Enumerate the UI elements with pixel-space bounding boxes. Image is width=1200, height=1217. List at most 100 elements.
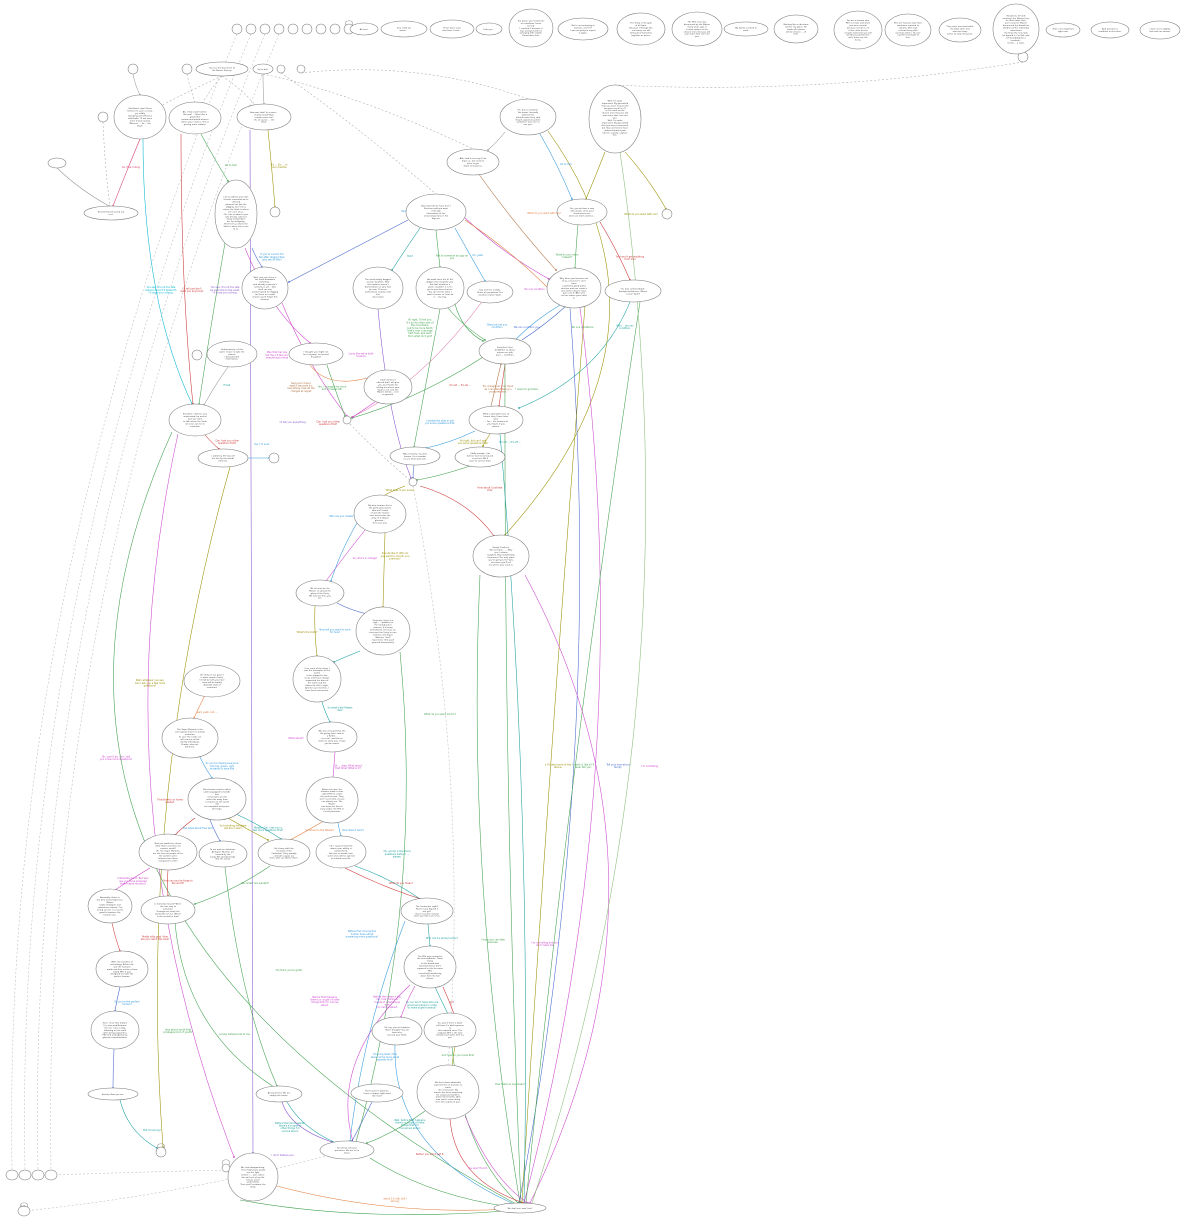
- graph-node: My karma is listed to work.: [723, 21, 769, 37]
- node-dialogue-text: the Unity in our goal, it is quite simple…: [199, 674, 225, 689]
- graph-node: Excited feared scared out rest.: [83, 205, 139, 221]
- edge-reply-label: So, who's in charge?: [353, 557, 378, 560]
- graph-node: We shall see, won't we?: [493, 1202, 547, 1214]
- dialogue-edge: [186, 73, 196, 103]
- node-dialogue-text: Presently, there is a sigh... ...problem …: [369, 619, 397, 644]
- node-dialogue-text: Yes, you do have a way with words, since …: [569, 208, 595, 217]
- graph-node: Before the war, the humans made a virus ca…: [305, 776, 359, 824]
- edge-reply-label: Pretty lofty goal. How will you reach thi…: [141, 935, 170, 941]
- edge-reply-label: Uh ... okay. What about that time? What i…: [334, 764, 362, 770]
- node-dialogue-text: The FEV virus was discovered by the Maste…: [684, 20, 711, 38]
- dialogue-edge: [349, 920, 406, 1142]
- node-dialogue-text: Excellent, I believe you understand, by a…: [183, 413, 208, 428]
- node-dialogue-text: Oh, this is excellent. You know, I actual…: [515, 108, 541, 126]
- graph-node: That's not important right now.: [1045, 22, 1081, 38]
- dialogue-edge: [482, 433, 491, 447]
- dialogue-edge: [454, 303, 484, 342]
- edge-reply-label: How does it work?: [342, 829, 365, 832]
- dialogue-edge: [332, 751, 336, 779]
- graph-state-circle: [31, 1169, 45, 1181]
- edge-reply-label: What do you want me for?: [424, 713, 456, 716]
- edge-reply-label: Yes, I changed my mind and I'll leave lef…: [318, 385, 347, 391]
- edge-reply-label: I'm sot ... it's all ...: [449, 384, 471, 387]
- node-dialogue-text: Ah, how disappointing. I'd so hoped you w…: [240, 1166, 266, 1189]
- edge-reply-label: We can condition you.: [514, 326, 541, 329]
- graph-node: The Super Mutants is the next advancement…: [161, 717, 219, 759]
- edge-reply-label: So you're the perfect human?: [114, 1000, 139, 1006]
- graph-node: Is honestly missed? We're the true way to…: [140, 895, 196, 925]
- dialogue-edge: [412, 464, 415, 479]
- node-dialogue-text: I thought you might not be it anyway, no …: [303, 350, 329, 358]
- graph-node: We have done admirable experiments on hum…: [416, 1064, 480, 1120]
- node-dialogue-text: Go ahead, ask your questions. We are in n…: [335, 1146, 360, 1154]
- dialogue-edge: [521, 305, 567, 341]
- dialogue-edge: [442, 986, 455, 1015]
- node-dialogue-text: We have done admirable experiments on hum…: [434, 1081, 463, 1104]
- graph-node: Residents: 97 (left missing), the Master …: [992, 3, 1040, 55]
- edge-arrowhead: [518, 407, 520, 409]
- self-loop-edge: [157, 1143, 165, 1150]
- edge-reply-label: Huh?: [407, 255, 414, 258]
- dialogue-edge: [142, 138, 193, 405]
- graph-node: I thought you might not be it anyway, no …: [288, 342, 344, 366]
- edge-reply-label: You won't fool it.: [468, 1167, 488, 1170]
- graph-node: I ask you ...: [475, 22, 503, 36]
- graph-node: Poor human mind is rather under-equipped …: [187, 777, 247, 821]
- dialogue-edge: [198, 242, 226, 405]
- edge-arrowhead: [352, 416, 354, 418]
- node-dialogue-text: Why certainly, my dear human. I'm a stand…: [403, 452, 427, 460]
- dialogue-edge: [585, 151, 606, 200]
- dialogue-edge: [333, 650, 361, 663]
- edge-arrowhead: [194, 903, 196, 905]
- graph-state-circle: [661, 208, 673, 220]
- dialogue-edge: [193, 694, 206, 719]
- graph-node: the Unity in our goal, it is quite simple…: [183, 664, 241, 698]
- edge-arrowhead: [366, 1142, 368, 1144]
- dialogue-edge: [451, 1046, 456, 1067]
- dialogue-edge: [267, 129, 276, 208]
- node-dialogue-text: Men are humans who have machines manned t…: [894, 21, 923, 39]
- edge-reply-label: Go to hell.: [560, 163, 573, 166]
- edge-reply-label: Not to someone as ugly as you: [436, 254, 469, 260]
- node-dialogue-text: So, you're there a Vault will have it's b…: [436, 1021, 465, 1039]
- node-dialogue-text: how into the orchids. Photo of you photos…: [477, 288, 503, 296]
- edge-reply-label: Before first moving this human have about…: [346, 930, 380, 938]
- dialogue-edge: [523, 307, 601, 1204]
- graph-state-circle: [155, 1146, 167, 1158]
- edge-reply-label: I wanted be able to ask you some question…: [425, 419, 455, 425]
- node-dialogue-text: How was that? In a more... chatty mood? H…: [250, 111, 278, 124]
- dialogue-edge: [599, 221, 631, 281]
- edge-reply-label: How can you be forge to the world?: [163, 879, 193, 885]
- dialogue-edge: [235, 813, 282, 840]
- graph-node: The Unity is the goal of all hope. Because…: [616, 12, 666, 46]
- node-dialogue-text: Excellent! Your delightful, to about, amus…: [495, 346, 516, 356]
- edge-reply-label: But what about free will?: [183, 827, 214, 830]
- edge-reply-label: So you won't have who are governed paired…: [406, 1001, 439, 1009]
- edge-reply-label: For a beginner your hand as I can stand b…: [483, 385, 514, 393]
- node-dialogue-text: Residents: 97 (left missing), the Master …: [1003, 14, 1030, 44]
- graph-state-circle: [269, 206, 281, 218]
- dialogue-edge: [56, 167, 110, 207]
- edge-reply-label: But it's wrong!: [143, 1129, 160, 1132]
- edge-reply-label: Lords like we're both covered.: [349, 352, 374, 358]
- dialogue-edge: [337, 822, 342, 837]
- dialogue-edge: [286, 1101, 337, 1144]
- edge-reply-label: What do you mean?: [389, 882, 414, 885]
- dialogue-edge: [351, 302, 482, 418]
- edge-reply-label: 333: [21, 1205, 26, 1208]
- graph-node: Ahh, had a nice nap? I do hope so...but n…: [446, 148, 500, 176]
- edge-reply-label: It's ... it's ... in your dreams: [271, 163, 288, 169]
- edge-reply-label: So you're making everyone into big, green…: [206, 762, 239, 770]
- node-dialogue-text: Assembly choice is the best mixed objecti…: [97, 896, 124, 916]
- edge-reply-label: I don't believe you.: [272, 1154, 295, 1157]
- graph-node: There weren't patients. I have a impact r…: [350, 1083, 404, 1103]
- graph-node: Going? I believe. We are back... ... Why y…: [472, 534, 530, 578]
- edge-reply-label: Before this mean a big list, how there's …: [373, 995, 401, 1009]
- edge-reply-label: Before that happens, there's a couple of …: [310, 996, 339, 1007]
- dialogue-edge: [300, 69, 529, 100]
- graph-node: also I told too whore ...: [380, 20, 428, 38]
- edge-reply-label: You think you're gods?: [276, 969, 304, 972]
